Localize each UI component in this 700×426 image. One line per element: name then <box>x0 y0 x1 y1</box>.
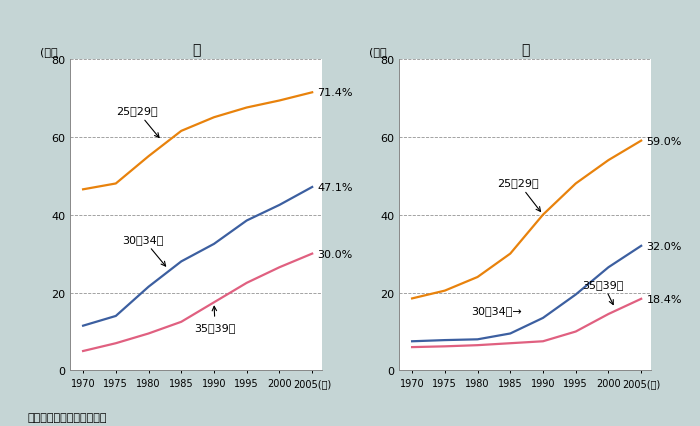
Text: 30.0%: 30.0% <box>317 249 353 259</box>
Text: (％）: (％） <box>369 46 386 57</box>
Text: 25～29歳: 25～29歳 <box>497 178 540 212</box>
Text: 35～39歳: 35～39歳 <box>582 279 624 305</box>
Text: 59.0%: 59.0% <box>646 136 682 146</box>
Text: 資料：総務省「国勢調査」: 資料：総務省「国勢調査」 <box>28 412 108 422</box>
Text: 30～34歳→: 30～34歳→ <box>471 305 522 315</box>
Text: 30～34歳: 30～34歳 <box>122 234 166 266</box>
Text: (％）: (％） <box>40 46 57 57</box>
Text: 71.4%: 71.4% <box>317 88 353 98</box>
Text: 32.0%: 32.0% <box>646 241 682 251</box>
Text: 47.1%: 47.1% <box>317 183 353 193</box>
Text: 35～39歳: 35～39歳 <box>195 307 236 332</box>
Title: 女: 女 <box>521 43 529 57</box>
Text: 25～29歳: 25～29歳 <box>116 106 159 138</box>
Title: 男: 男 <box>192 43 200 57</box>
Text: 18.4%: 18.4% <box>646 294 682 304</box>
